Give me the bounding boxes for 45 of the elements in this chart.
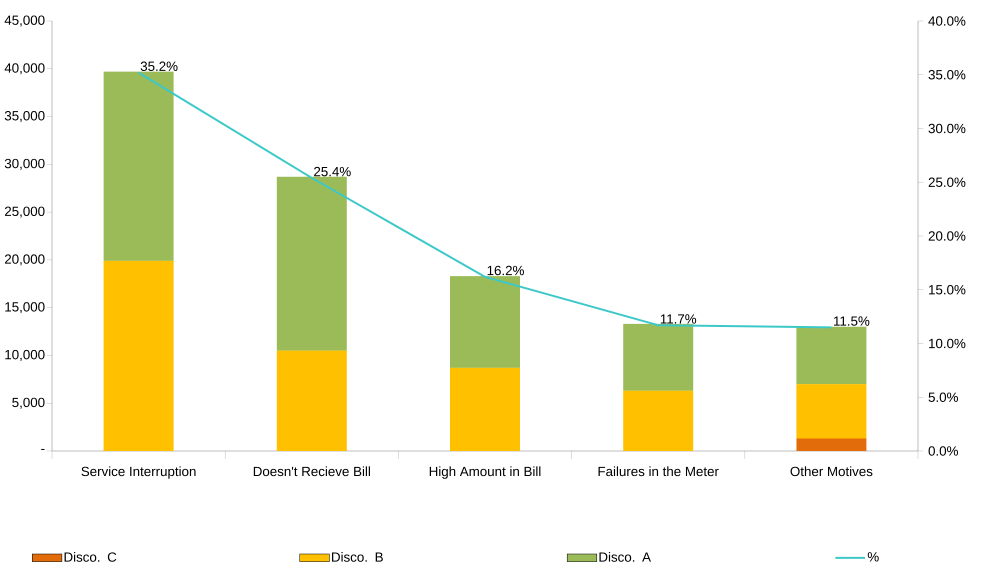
bar — [796, 438, 866, 451]
y2-tick-label: 10.0% — [929, 338, 966, 348]
x-tick-label: Service Interruption — [81, 466, 196, 479]
bar — [623, 324, 694, 391]
bar — [796, 326, 866, 384]
legend-label: Disco. C — [64, 552, 116, 562]
y-tick-label: 30,000 — [4, 158, 45, 170]
legend-label: Disco. B — [332, 552, 383, 562]
x-tick-label: Other Motives — [790, 466, 872, 476]
bar — [104, 72, 174, 261]
legend-label: % — [868, 552, 879, 562]
x-tick-label: High Amount in Bill — [430, 466, 540, 479]
bar — [623, 390, 694, 451]
bar — [796, 384, 866, 439]
bar — [276, 350, 347, 451]
bar — [104, 260, 174, 451]
line-series — [138, 72, 832, 328]
y-tick-label: 45,000 — [4, 15, 45, 27]
x-tick-label: Doesn't Recieve Bill — [254, 466, 370, 476]
y2-tick-label: 15.0% — [929, 285, 966, 294]
data-label: 35.2% — [140, 62, 178, 71]
y2-tick-label: 40.0% — [928, 16, 966, 26]
x-tick-label: Failures in the Meter — [598, 466, 719, 476]
data-label: 25.4% — [314, 166, 351, 176]
y-tick-label: 20,000 — [4, 254, 45, 266]
y-tick-label: - — [41, 448, 44, 450]
data-label: 16.2% — [488, 266, 524, 276]
y2-tick-label: 0.0% — [928, 446, 958, 456]
y-tick-label: 25,000 — [4, 206, 45, 218]
bar — [276, 176, 347, 351]
bar — [450, 276, 520, 368]
y2-tick-label: 35.0% — [928, 70, 966, 80]
y-tick-label: 10,000 — [5, 350, 45, 361]
y2-tick-label: 5.0% — [928, 392, 958, 402]
y-tick-label: 5,000 — [12, 398, 45, 409]
y2-tick-label: 25.0% — [928, 178, 966, 187]
y-tick-label: 15,000 — [5, 302, 45, 314]
data-label: 11.5% — [834, 316, 870, 326]
legend-label: Disco. A — [599, 552, 651, 562]
y-tick-label: 35,000 — [4, 111, 45, 122]
data-label: 11.7% — [660, 314, 696, 324]
y2-tick-label: 30.0% — [928, 124, 966, 134]
y-tick-label: 40,000 — [4, 63, 45, 74]
bar — [450, 368, 520, 451]
y2-tick-label: 20.0% — [928, 231, 966, 241]
